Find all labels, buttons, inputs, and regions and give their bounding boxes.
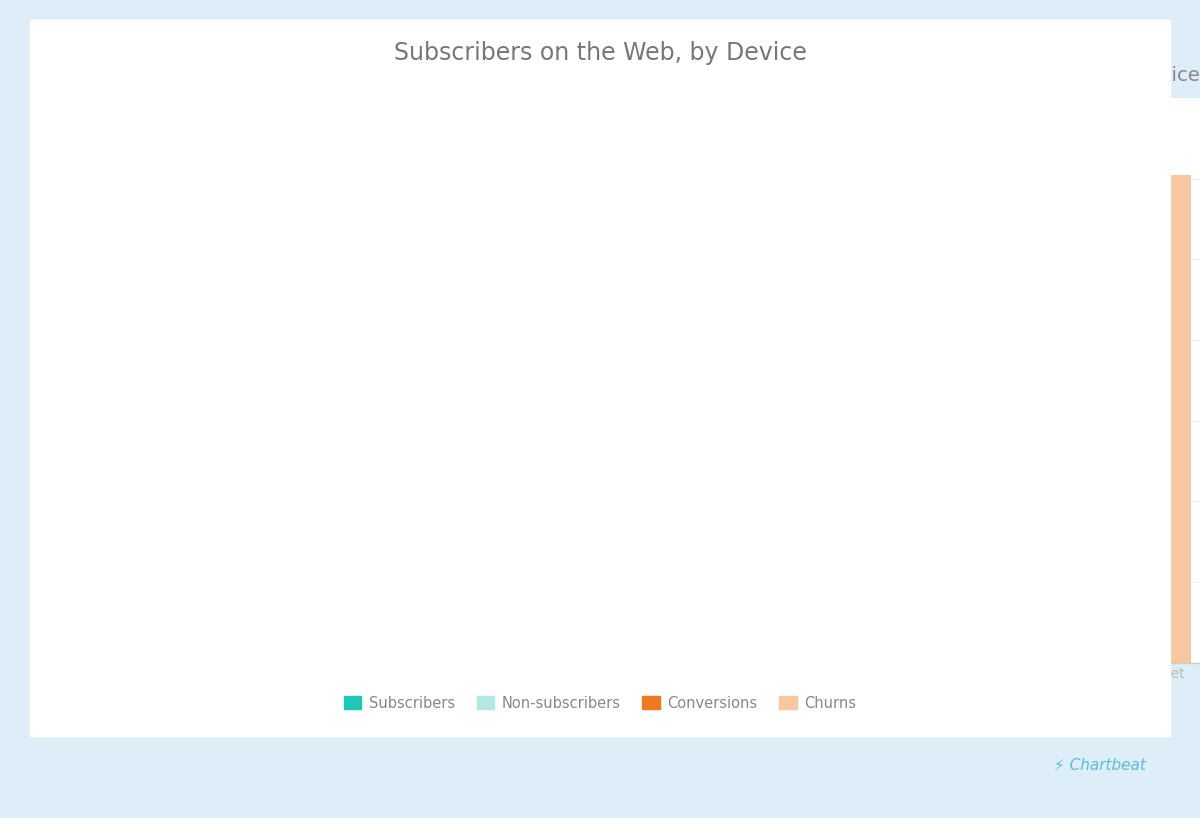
Y-axis label: Percentage of Users: Percentage of Users xyxy=(422,311,437,450)
Bar xyxy=(1044,416,1072,663)
Text: Subscribers on the Web, by Device: Subscribers on the Web, by Device xyxy=(394,41,806,65)
Text: ⚡ Chartbeat: ⚡ Chartbeat xyxy=(1054,758,1146,773)
Y-axis label: Percentage of Users: Percentage of Users xyxy=(817,311,830,450)
Bar xyxy=(234,145,294,663)
Bar xyxy=(506,150,565,631)
Y-axis label: Users (Billions): Users (Billions) xyxy=(50,329,64,432)
Bar xyxy=(624,150,684,647)
Bar xyxy=(743,626,802,663)
Bar xyxy=(1136,320,1164,663)
Bar xyxy=(353,601,412,663)
Bar xyxy=(506,631,565,663)
Bar xyxy=(1016,522,1044,663)
Bar xyxy=(924,138,952,663)
Title: Change in User-types by Device: Change in User-types by Device xyxy=(888,66,1200,86)
Bar xyxy=(1164,175,1192,663)
Bar xyxy=(896,360,924,663)
Bar xyxy=(624,647,684,663)
Title: User-types by Device: User-types by Device xyxy=(551,66,757,86)
Bar xyxy=(116,291,175,663)
Legend: Subscribers, Non-subscribers, Conversions, Churns: Subscribers, Non-subscribers, Conversion… xyxy=(338,690,862,717)
Bar xyxy=(743,150,802,626)
Title: Users by Device: Users by Device xyxy=(185,66,343,86)
